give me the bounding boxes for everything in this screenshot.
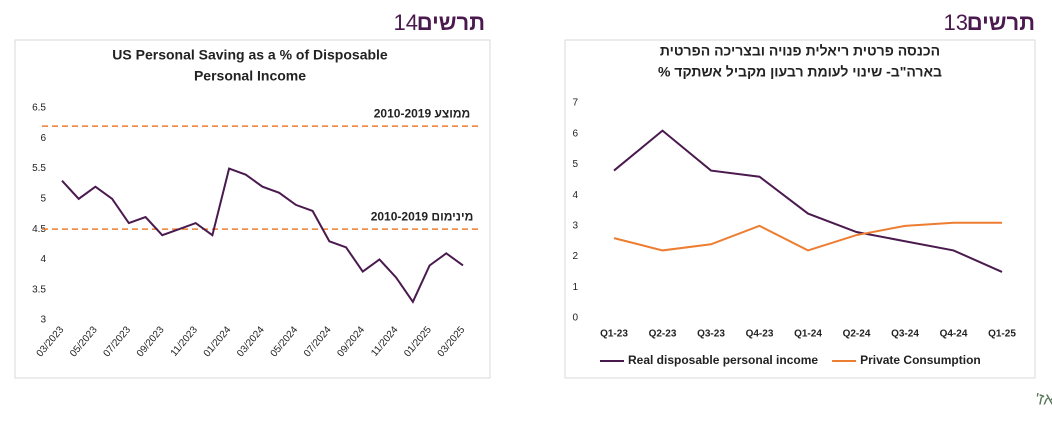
chart-title: הכנסה פרטית ריאלית פנויה ובצריכה הפרטית (660, 43, 940, 59)
x-tick-label: Q1-25 (988, 329, 1016, 340)
y-tick-label: 6 (40, 133, 46, 144)
figure-number: 13 (944, 10, 968, 35)
chart-frame (564, 39, 1036, 379)
x-tick-label: Q4-24 (940, 329, 968, 340)
y-tick-label: 0 (572, 313, 578, 324)
y-tick-label: 4.5 (32, 224, 46, 235)
legend-label: Private Consumption (860, 353, 981, 367)
figure-word: תרשים (967, 10, 1035, 35)
y-tick-label: 4 (572, 190, 578, 201)
x-tick-label: Q2-24 (843, 329, 871, 340)
reference-label: מינימום 2010-2019 (371, 209, 474, 223)
y-tick-label: 3 (572, 220, 578, 231)
figure-number: 14 (394, 10, 418, 35)
y-tick-label: 5 (40, 193, 46, 204)
x-tick-label: 11/2023 (169, 324, 200, 359)
chart-title: Personal Income (194, 68, 306, 84)
x-tick-label: 07/2024 (302, 324, 334, 359)
x-tick-label: Q3-23 (697, 329, 725, 340)
y-tick-label: 3 (40, 315, 46, 326)
legend-label: Real disposable personal income (628, 353, 818, 367)
y-tick-label: 6 (572, 128, 578, 139)
x-tick-label: 01/2025 (402, 324, 434, 359)
chart-title: בארה"ב- שינוי לעומת רבעון מקביל אשתקד % (658, 64, 942, 80)
y-tick-label: 6.5 (32, 103, 46, 114)
y-tick-label: 1 (572, 282, 578, 293)
x-tick-label: Q3-24 (891, 329, 919, 340)
reference-label: ממוצע 2010-2019 (374, 106, 471, 120)
series-line (61, 167, 464, 304)
x-tick-label: 03/2025 (436, 324, 468, 359)
series-line (613, 221, 1002, 252)
x-tick-label: 05/2024 (269, 324, 301, 359)
x-tick-label: 01/2024 (202, 324, 234, 359)
x-tick-label: Q1-24 (794, 329, 822, 340)
x-tick-label: 09/2023 (135, 324, 167, 359)
y-tick-label: 7 (572, 98, 578, 109)
x-tick-label: 05/2023 (68, 324, 100, 359)
y-tick-label: 4 (40, 254, 46, 265)
source: מקור: Bloomberg, מיטב ברוקראז' (1035, 389, 1052, 408)
y-tick-label: 2 (572, 251, 578, 262)
chart-frame (14, 39, 491, 379)
x-tick-label: 03/2023 (35, 324, 67, 359)
x-tick-label: 07/2023 (101, 324, 133, 359)
figure-word: תרשים (417, 10, 485, 35)
y-tick-label: 5 (572, 159, 578, 170)
x-tick-label: Q1-23 (600, 329, 628, 340)
x-tick-label: Q4-23 (746, 329, 774, 340)
x-tick-label: 11/2024 (369, 324, 400, 359)
x-tick-label: 09/2024 (335, 324, 367, 359)
y-tick-label: 5.5 (32, 163, 46, 174)
y-tick-label: 3.5 (32, 284, 46, 295)
series-line (613, 129, 1003, 273)
x-tick-label: 03/2024 (235, 324, 267, 359)
x-tick-label: Q2-23 (649, 329, 677, 340)
chart-title: US Personal Saving as a % of Disposable (112, 47, 388, 63)
